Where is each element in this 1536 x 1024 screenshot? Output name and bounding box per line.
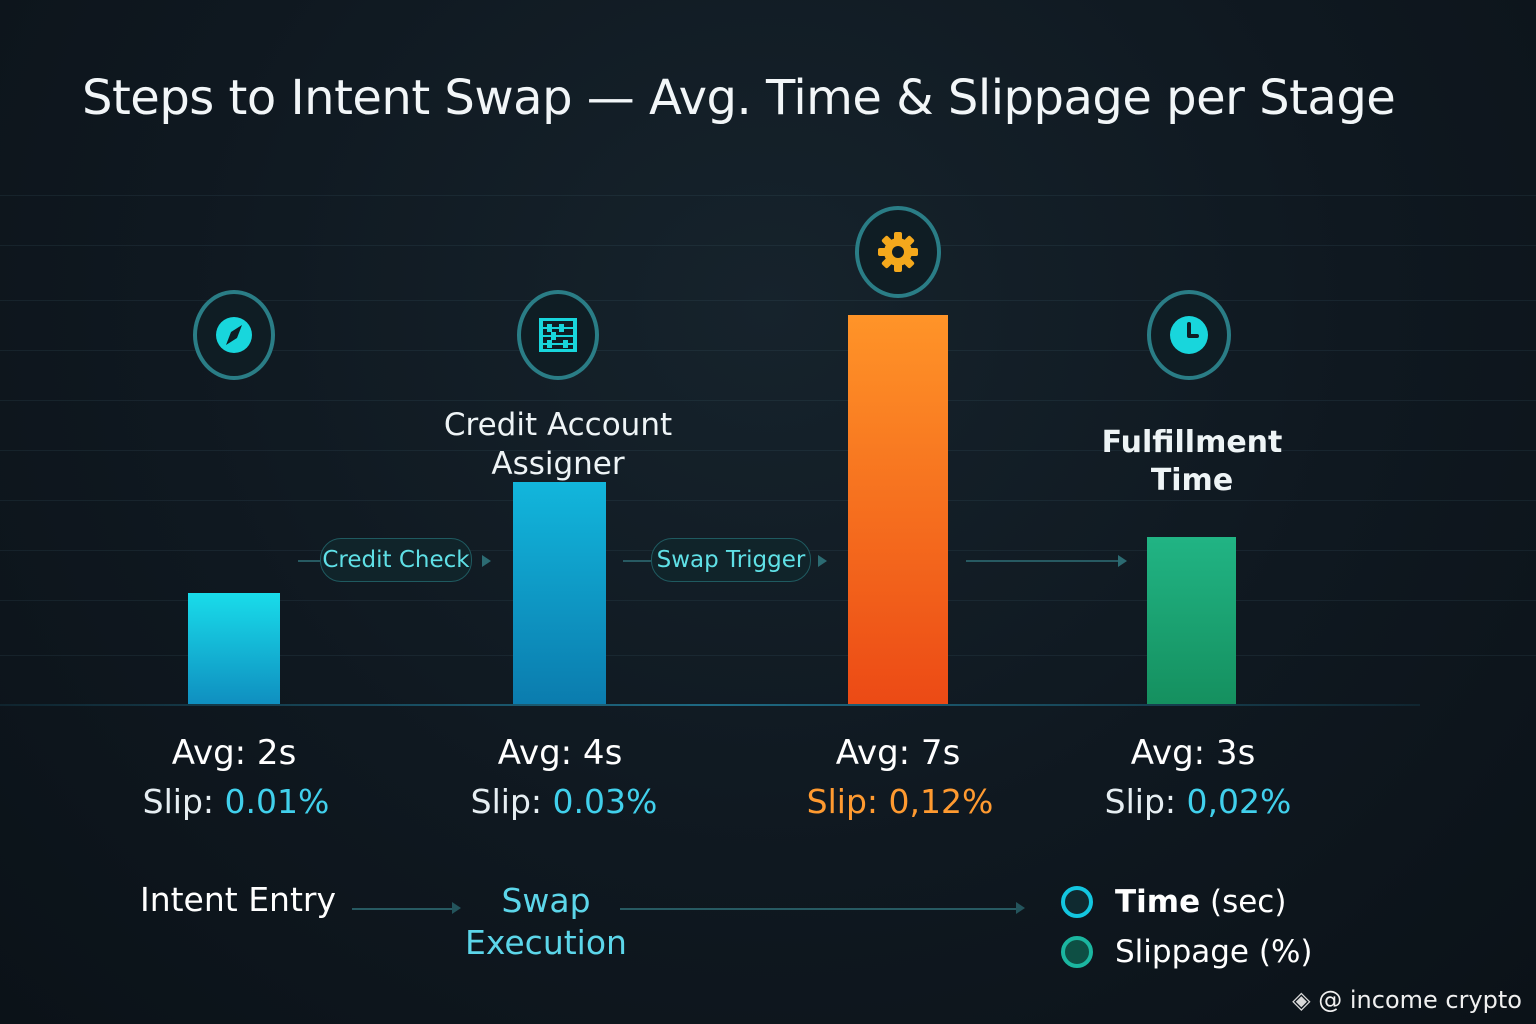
- arrow-icon: [452, 902, 461, 914]
- connector-line: [620, 908, 1016, 910]
- pill-swap-trigger: Swap Trigger: [651, 538, 811, 582]
- connector-line: [352, 908, 452, 910]
- arrow-icon: [1016, 902, 1025, 914]
- legend-time-swatch: [1061, 886, 1093, 918]
- diamond-logo-icon: ◈: [1292, 986, 1311, 1014]
- slip-label-3: Slip: 0,12%: [806, 782, 994, 821]
- slip-label-2: Slip: 0.03%: [470, 782, 658, 821]
- stage-label-credit-account: Credit Account Assigner: [443, 407, 673, 482]
- bar-fulfillment: [1147, 537, 1236, 704]
- bar-intent-entry: [188, 592, 280, 704]
- flow-step-intent-entry: Intent Entry: [139, 880, 337, 919]
- chart-title: Steps to Intent Swap — Avg. Time & Slipp…: [82, 70, 1396, 126]
- avg-label-4: Avg: 3s: [1130, 733, 1256, 773]
- pill-credit-check: Credit Check: [320, 538, 472, 582]
- arrow-icon: [482, 555, 491, 567]
- arrow-icon: [818, 555, 827, 567]
- legend-slippage-label: Slippage (%): [1115, 934, 1313, 970]
- x-axis-baseline: [0, 704, 1420, 706]
- avg-label-2: Avg: 4s: [497, 733, 623, 773]
- flow-step-swap-execution: Swap Execution: [465, 881, 627, 962]
- connector-line: [298, 560, 320, 562]
- stage-label-fulfillment: Fulfillment Time: [1101, 425, 1283, 498]
- compass-icon: [193, 290, 275, 380]
- connector-line: [623, 560, 651, 562]
- connector-line: [966, 560, 1120, 562]
- avg-label-3: Avg: 7s: [835, 733, 961, 773]
- legend-time-label: Time (sec): [1115, 884, 1287, 920]
- gear-icon: [855, 206, 941, 298]
- slip-label-4: Slip: 0,02%: [1104, 782, 1292, 821]
- watermark: ◈ @ income crypto: [1292, 986, 1522, 1014]
- abacus-icon: [517, 290, 599, 380]
- bar-credit-account: [513, 481, 606, 704]
- bar-swap-execution: [848, 314, 948, 704]
- slip-label-1: Slip: 0.01%: [142, 782, 330, 821]
- arrow-icon: [1118, 555, 1127, 567]
- legend-slippage-swatch: [1061, 936, 1093, 968]
- avg-label-1: Avg: 2s: [171, 733, 297, 773]
- clock-icon: [1147, 290, 1231, 380]
